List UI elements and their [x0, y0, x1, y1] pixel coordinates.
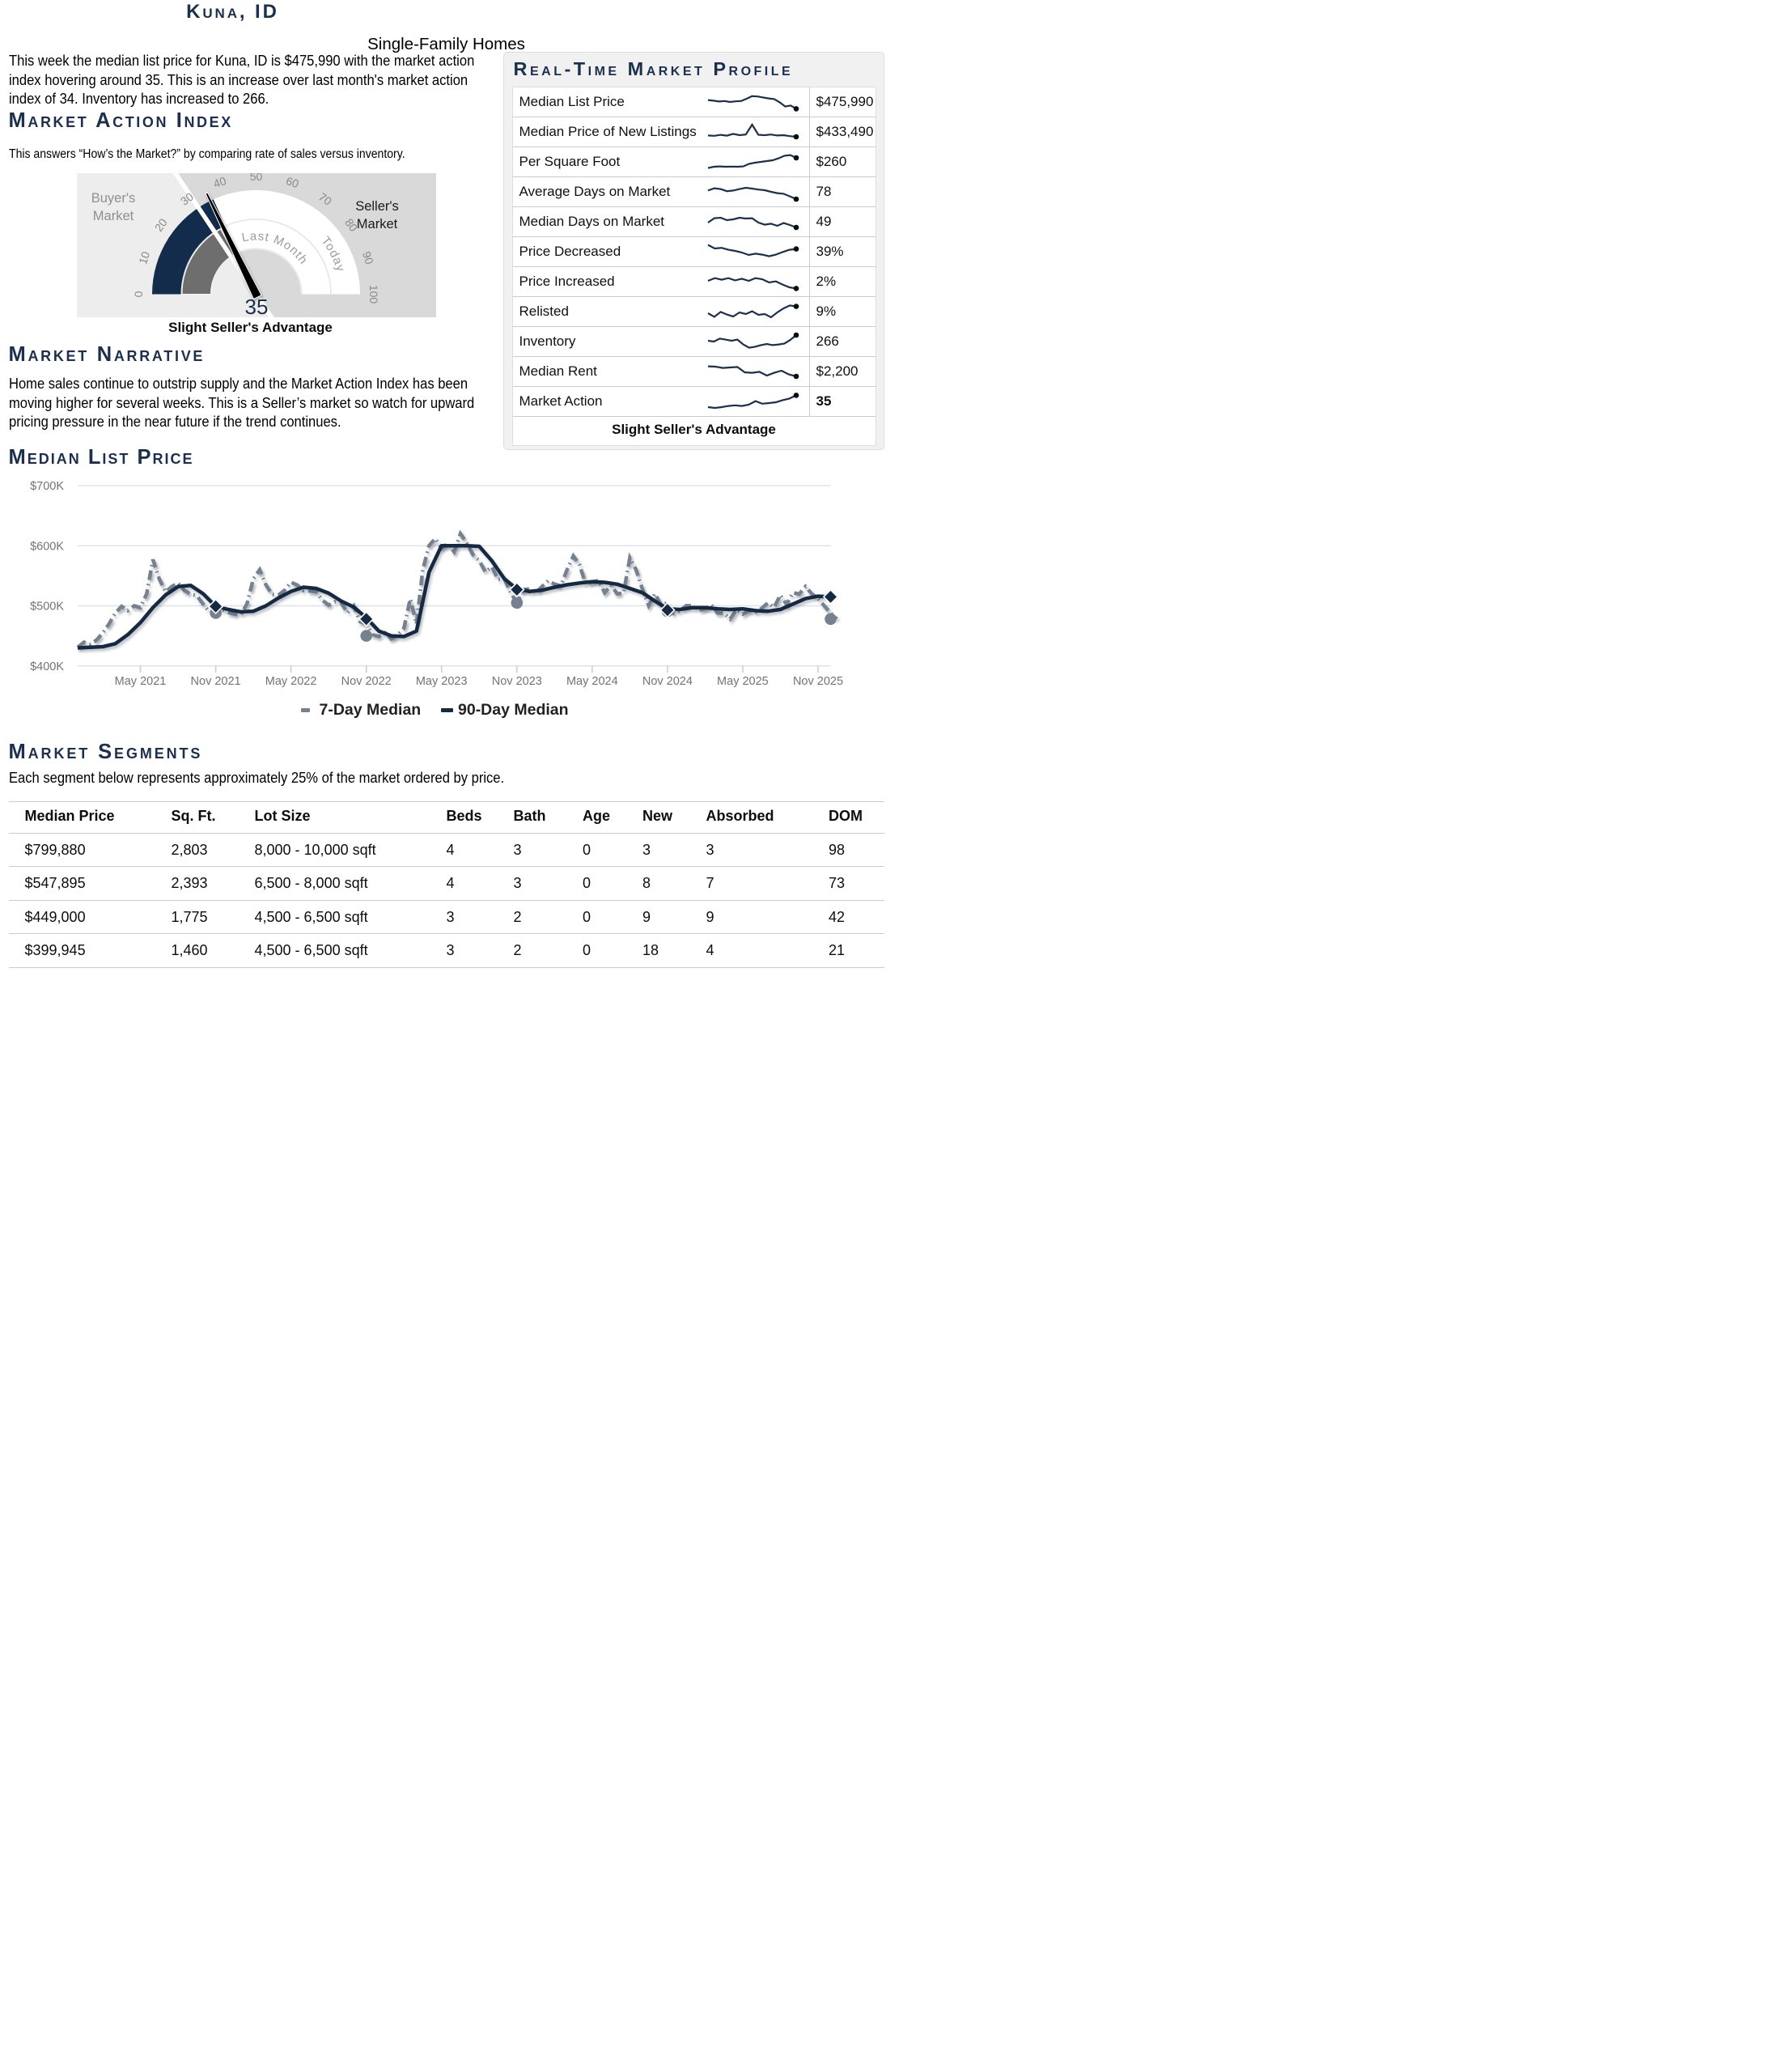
- svg-text:Seller's: Seller's: [355, 199, 399, 214]
- svg-text:Nov 2024: Nov 2024: [642, 675, 693, 688]
- svg-text:Market: Market: [356, 217, 397, 231]
- svg-text:$600K: $600K: [30, 540, 64, 553]
- svg-text:$500K: $500K: [30, 601, 64, 614]
- svg-text:35: 35: [244, 295, 268, 317]
- svg-text:50: 50: [249, 173, 262, 183]
- svg-text:May 2023: May 2023: [416, 675, 468, 688]
- svg-text:100: 100: [367, 285, 380, 304]
- svg-text:Nov 2023: Nov 2023: [492, 675, 542, 688]
- svg-text:40: 40: [211, 174, 227, 190]
- svg-text:60: 60: [284, 174, 300, 190]
- svg-text:$400K: $400K: [30, 660, 64, 673]
- svg-text:Nov 2021: Nov 2021: [191, 675, 241, 688]
- svg-text:$700K: $700K: [30, 480, 64, 493]
- svg-text:Market: Market: [92, 209, 134, 223]
- svg-text:Buyer's: Buyer's: [91, 191, 135, 206]
- svg-text:May 2021: May 2021: [115, 675, 167, 688]
- svg-text:10: 10: [136, 249, 152, 265]
- svg-text:May 2024: May 2024: [566, 675, 618, 688]
- svg-text:May 2025: May 2025: [717, 675, 769, 688]
- svg-text:Nov 2022: Nov 2022: [341, 675, 392, 688]
- svg-text:Nov 2025: Nov 2025: [793, 675, 843, 688]
- svg-text:May 2022: May 2022: [265, 675, 317, 688]
- svg-text:90: 90: [359, 250, 375, 266]
- svg-text:0: 0: [132, 291, 145, 297]
